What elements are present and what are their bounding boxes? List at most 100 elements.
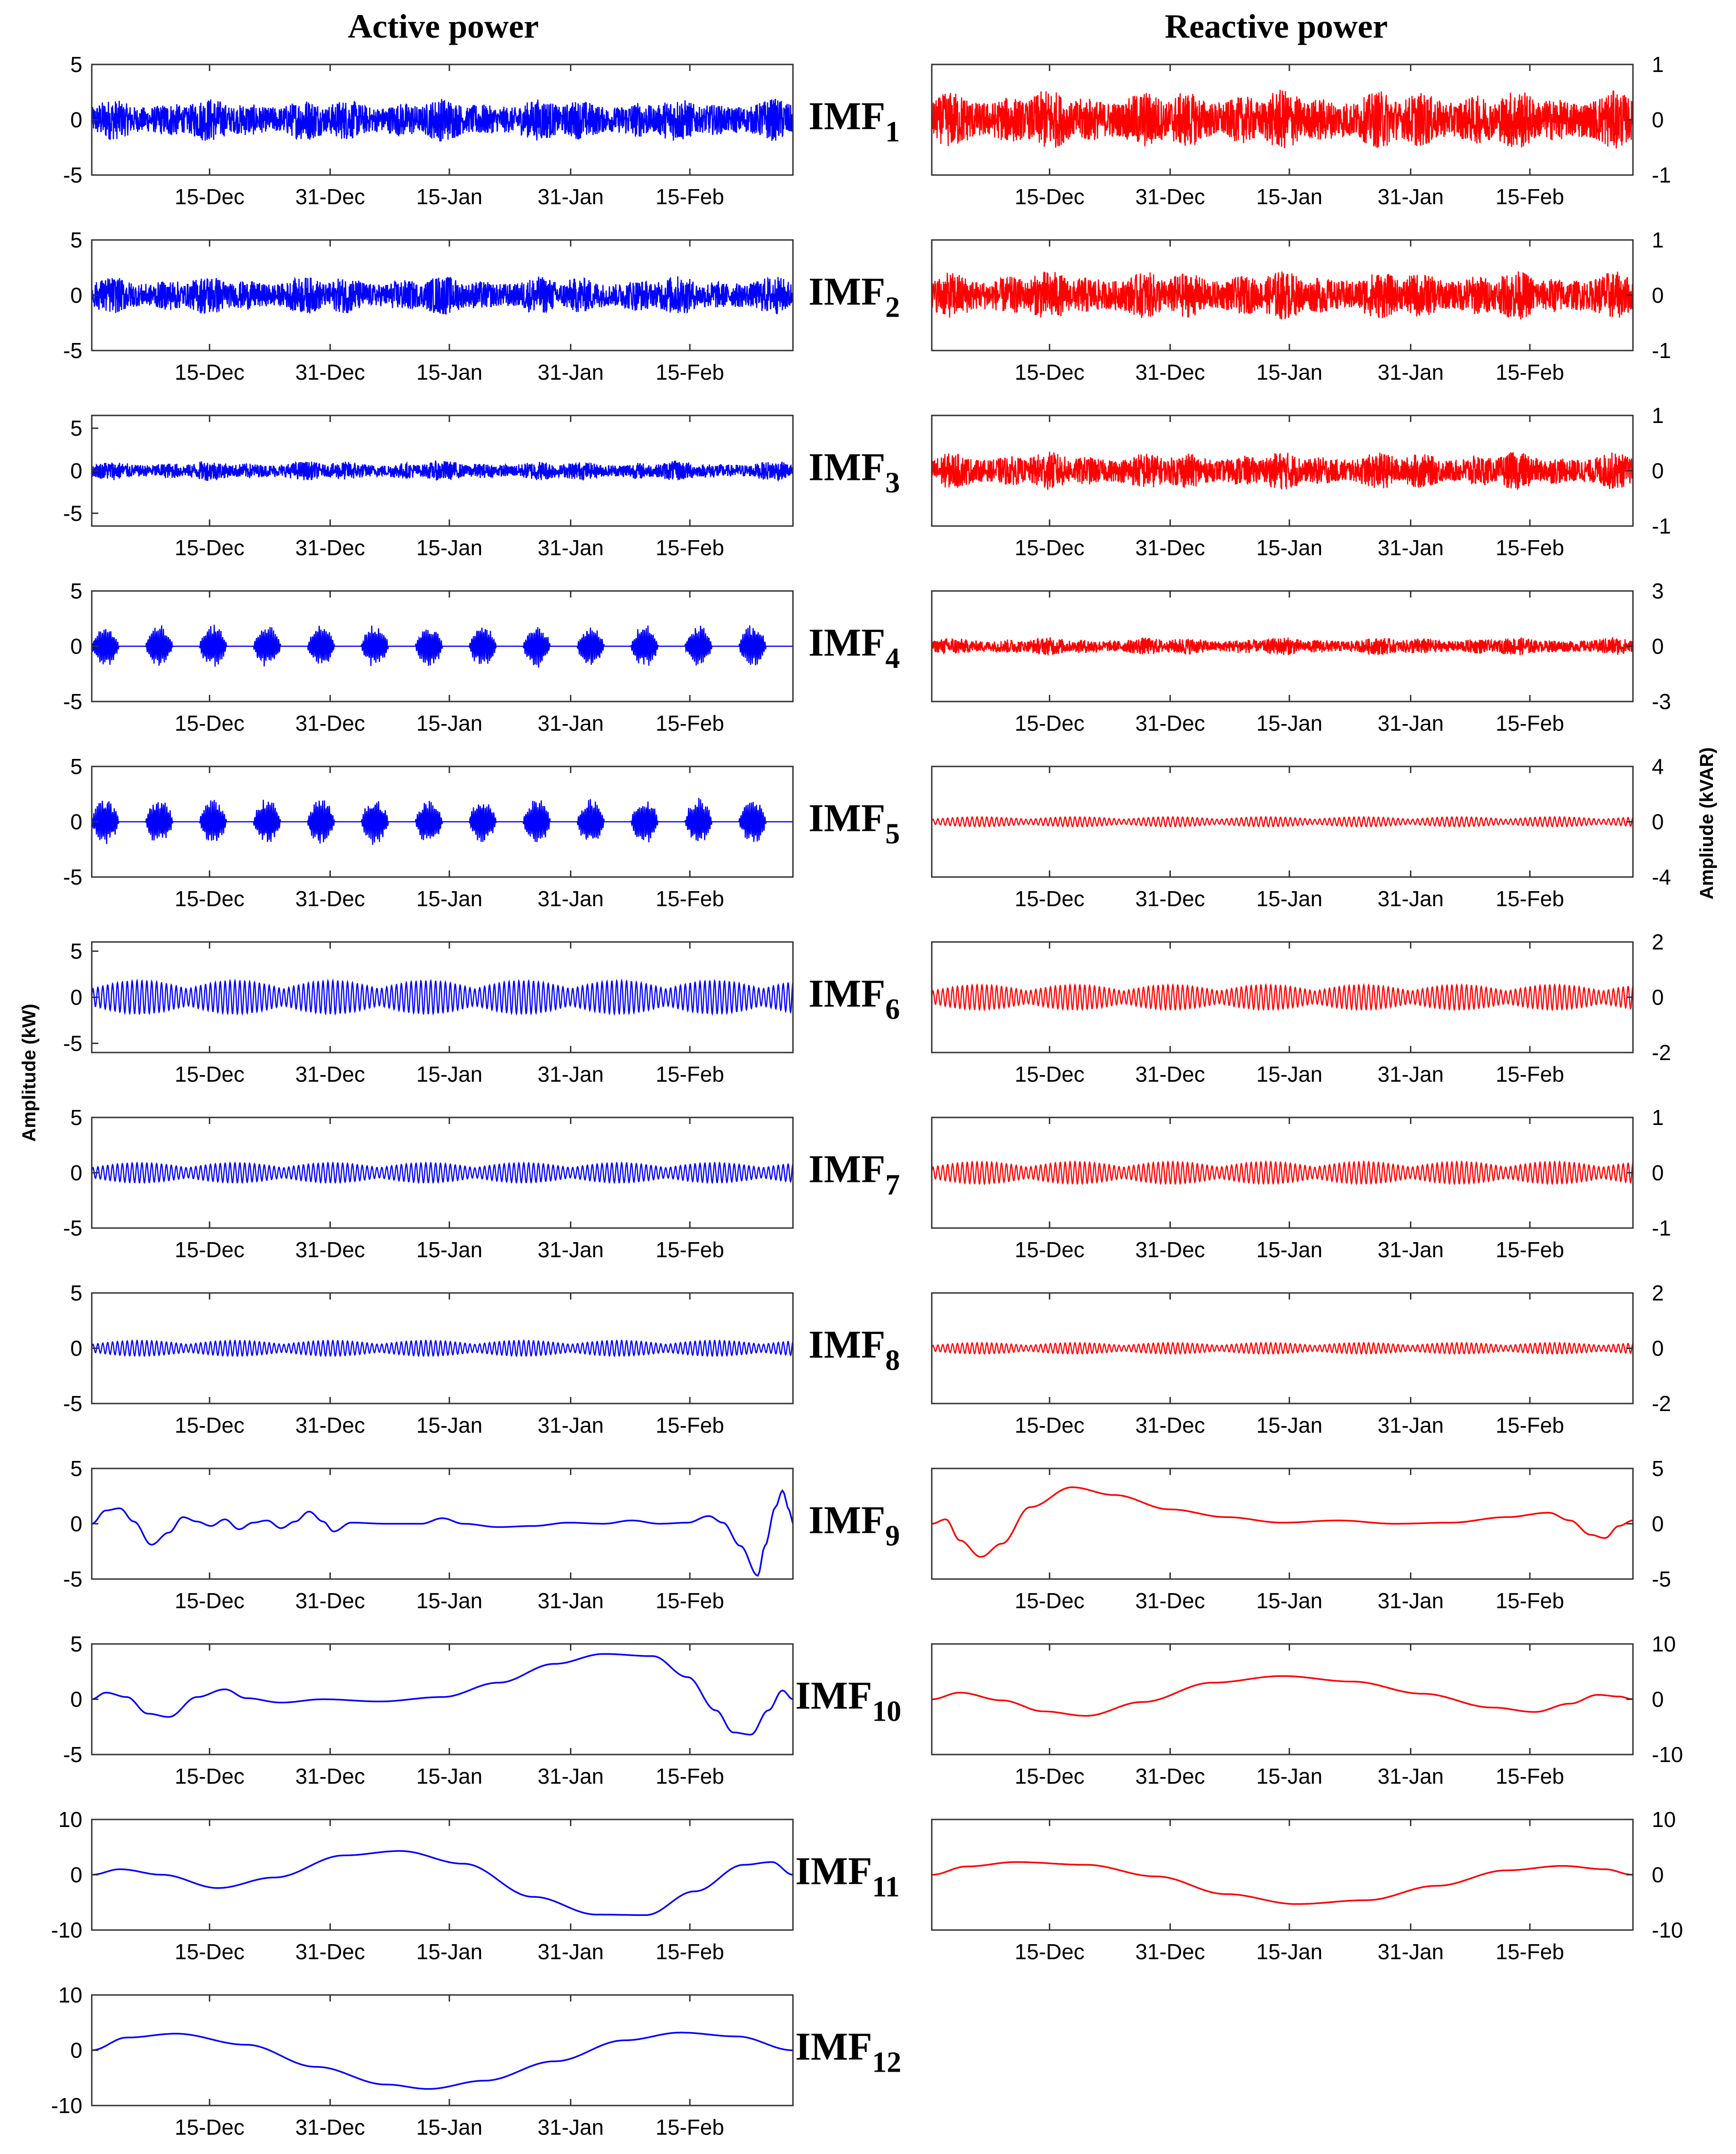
y-tick-label: -5	[63, 1031, 82, 1055]
y-tick-label: 0	[1652, 1512, 1664, 1536]
imf9-left-panel: 15-Dec 31-Dec 15-Jan 31-Jan 15-Feb 5 0 -5	[63, 1456, 794, 1613]
x-tick-label: 31-Dec	[1135, 711, 1205, 735]
y-tick-label: 0	[70, 2038, 82, 2063]
x-tick-label: 31-Jan	[1377, 360, 1444, 384]
imf-label-subscript: 1	[885, 116, 900, 148]
x-tick-label: 31-Jan	[537, 535, 604, 560]
y-tick-label: 0	[1652, 1161, 1664, 1185]
x-tick-label: 15-Dec	[1015, 360, 1084, 384]
y-tick-label: -10	[1652, 1742, 1683, 1767]
right-y-axis-label: Ampliude (kVAR)	[1696, 747, 1717, 900]
x-tick-label: 15-Dec	[175, 1764, 244, 1788]
y-tick-label: 0	[70, 810, 82, 834]
plot-frame	[91, 1643, 794, 1755]
imf-label-main: IMF	[795, 1850, 872, 1893]
x-tick-label: 31-Jan	[1377, 711, 1444, 735]
x-tick-label: 15-Feb	[1496, 1939, 1564, 1964]
x-tick-label: 15-Feb	[1496, 886, 1564, 911]
imf3-left-series-line	[91, 460, 794, 482]
y-tick-label: -1	[1652, 338, 1671, 363]
y-tick-label: 0	[70, 1336, 82, 1361]
x-tick-label: 31-Dec	[1135, 886, 1205, 911]
imf11-left-series-line	[91, 1850, 793, 1916]
x-tick-label: 15-Feb	[656, 1939, 724, 1964]
x-tick-label: 15-Dec	[175, 1413, 244, 1437]
y-tick-label: -5	[63, 163, 82, 187]
y-tick-label: 0	[70, 1161, 82, 1185]
x-tick-label: 31-Jan	[1377, 1588, 1444, 1613]
x-tick-label: 31-Dec	[1135, 1413, 1205, 1437]
y-tick-label: 3	[1652, 579, 1664, 603]
y-tick-label: 0	[1652, 1336, 1664, 1361]
y-tick-label: 5	[70, 416, 82, 440]
imf5-right-panel: 15-Dec 31-Dec 15-Jan 31-Jan 15-Feb 4 0 -4	[931, 754, 1671, 911]
x-tick-label: 15-Feb	[656, 1764, 724, 1788]
imf7-left-panel: 15-Dec 31-Dec 15-Jan 31-Jan 15-Feb 5 0 -5	[63, 1105, 794, 1262]
x-tick-label: 31-Dec	[295, 1588, 365, 1613]
imf10-left-panel: 15-Dec 31-Dec 15-Jan 31-Jan 15-Feb 5 0 -5	[63, 1632, 794, 1788]
x-tick-label: 15-Feb	[1496, 1413, 1564, 1437]
imf-label-main: IMF	[808, 621, 885, 665]
y-tick-label: 0	[1652, 108, 1664, 132]
imf-label: IMF5	[808, 797, 900, 850]
y-tick-label: 0	[1652, 634, 1664, 659]
plot-frame	[931, 1819, 1634, 1931]
x-tick-label: 15-Dec	[175, 360, 244, 384]
imf6-right-series-line	[931, 983, 1634, 1012]
imf11-right-series-line	[931, 1861, 1633, 1905]
y-tick-label: -5	[63, 501, 82, 526]
y-tick-label: -5	[63, 1742, 82, 1767]
imf11-left-panel: 15-Dec 31-Dec 15-Jan 31-Jan 15-Feb 10 0 -10	[51, 1807, 794, 1964]
imf2-right-panel: 15-Dec 31-Dec 15-Jan 31-Jan 15-Feb 1 0 -1	[931, 228, 1671, 384]
imf3-right-series-line	[931, 452, 1634, 490]
x-tick-label: 15-Jan	[1256, 184, 1323, 209]
x-tick-label: 15-Jan	[1256, 1413, 1323, 1437]
imf4-right-panel: 15-Dec 31-Dec 15-Jan 31-Jan 15-Feb 3 0 -3	[931, 579, 1671, 735]
y-tick-label: 0	[70, 985, 82, 1010]
imf-label-subscript: 9	[885, 1520, 900, 1552]
x-tick-label: 31-Dec	[1135, 184, 1205, 209]
y-tick-label: -5	[1652, 1567, 1671, 1591]
x-tick-label: 15-Dec	[175, 535, 244, 560]
imf9-left-series-line	[91, 1489, 794, 1577]
x-tick-label: 15-Jan	[416, 2115, 483, 2139]
imf1-left-series-line	[91, 98, 794, 142]
imf7-left-series-line	[91, 1161, 794, 1184]
plot-frame	[931, 1468, 1634, 1580]
imf9-right-panel: 15-Dec 31-Dec 15-Jan 31-Jan 15-Feb 5 0 -5	[931, 1456, 1671, 1613]
imf6-right-panel: 15-Dec 31-Dec 15-Jan 31-Jan 15-Feb 2 0 -2	[931, 930, 1671, 1086]
x-tick-label: 31-Dec	[295, 1237, 365, 1262]
imf8-right-panel: 15-Dec 31-Dec 15-Jan 31-Jan 15-Feb 2 0 -2	[931, 1281, 1671, 1437]
x-tick-label: 15-Feb	[1496, 1237, 1564, 1262]
y-tick-label: 2	[1652, 930, 1664, 954]
x-tick-label: 31-Jan	[537, 711, 604, 735]
x-tick-label: 15-Jan	[416, 535, 483, 560]
y-tick-label: 10	[1652, 1807, 1676, 1832]
y-tick-label: 0	[1652, 810, 1664, 834]
plot-frame	[931, 1643, 1634, 1755]
imf-label: IMF12	[795, 2025, 901, 2079]
x-tick-label: 15-Jan	[416, 1764, 483, 1788]
x-tick-label: 31-Dec	[1135, 535, 1205, 560]
x-tick-label: 15-Jan	[416, 1413, 483, 1437]
imf-label-subscript: 3	[885, 467, 900, 499]
y-tick-label: -1	[1652, 163, 1671, 187]
imf8-left-series-line	[91, 1339, 794, 1357]
x-tick-label: 31-Dec	[295, 711, 365, 735]
x-tick-label: 31-Jan	[537, 1413, 604, 1437]
y-tick-label: -1	[1652, 1216, 1671, 1240]
y-tick-label: 0	[70, 283, 82, 308]
y-tick-label: 0	[70, 1687, 82, 1712]
x-tick-label: 31-Jan	[537, 1062, 604, 1086]
x-tick-label: 31-Jan	[537, 360, 604, 384]
y-tick-label: 0	[1652, 1687, 1664, 1712]
imf4-left-panel: 15-Dec 31-Dec 15-Jan 31-Jan 15-Feb 5 0 -5	[63, 579, 794, 735]
x-tick-label: 31-Dec	[295, 360, 365, 384]
imf8-left-panel: 15-Dec 31-Dec 15-Jan 31-Jan 15-Feb 5 0 -5	[63, 1281, 794, 1437]
y-tick-label: -5	[63, 1216, 82, 1240]
x-tick-label: 31-Dec	[295, 1764, 365, 1788]
y-tick-label: 0	[70, 634, 82, 659]
imf8-right-series-line	[931, 1341, 1634, 1355]
x-tick-label: 31-Jan	[1377, 1939, 1444, 1964]
imf4-right-series-line	[931, 636, 1634, 655]
